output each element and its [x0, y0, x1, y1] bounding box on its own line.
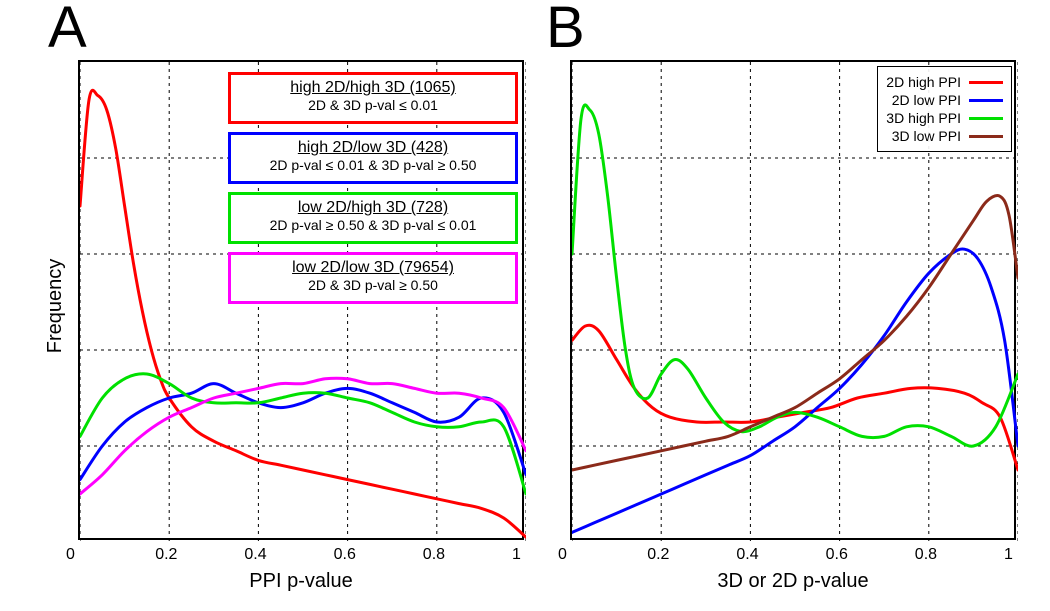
- legend-row-label: 3D low PPI: [892, 128, 961, 144]
- x-tick-label: 0.8: [423, 546, 445, 564]
- legend-box-title: high 2D/low 3D (428): [241, 139, 505, 157]
- x-tick-label: 0.6: [334, 546, 356, 564]
- legend-box-title: low 2D/high 3D (728): [241, 199, 505, 217]
- x-tick-label: 1: [1004, 546, 1013, 564]
- legend-row: 3D low PPI: [886, 127, 1003, 145]
- legend-row: 2D high PPI: [886, 73, 1003, 91]
- legend-box: low 2D/low 3D (79654)2D & 3D p-val ≥ 0.5…: [228, 252, 518, 304]
- series-line: [572, 325, 1018, 470]
- legend-box-title: high 2D/high 3D (1065): [241, 79, 505, 97]
- legend-swatch: [969, 81, 1003, 84]
- legend-box: low 2D/high 3D (728)2D p-val ≥ 0.50 & 3D…: [228, 192, 518, 244]
- x-tick-label: 0.4: [736, 546, 758, 564]
- x-tick-label: 0.2: [647, 546, 669, 564]
- panel-b-legend: 2D high PPI 2D low PPI 3D high PPI 3D low P…: [877, 66, 1012, 152]
- x-tick-label: 0.2: [155, 546, 177, 564]
- legend-box-subtitle: 2D & 3D p-val ≥ 0.50: [241, 277, 505, 293]
- legend-swatch: [969, 99, 1003, 102]
- legend-row-label: 2D high PPI: [886, 74, 961, 90]
- x-tick-label: 1: [512, 546, 521, 564]
- legend-swatch: [969, 117, 1003, 120]
- x-tick-label: 0: [66, 546, 75, 564]
- legend-box-title: low 2D/low 3D (79654): [241, 259, 505, 277]
- series-line: [572, 105, 1018, 446]
- x-tick-label: 0: [558, 546, 567, 564]
- legend-box: high 2D/high 3D (1065)2D & 3D p-val ≤ 0.…: [228, 72, 518, 124]
- legend-box-subtitle: 2D p-val ≥ 0.50 & 3D p-val ≤ 0.01: [241, 217, 505, 233]
- panel-b-x-axis-title: 3D or 2D p-value: [570, 570, 1016, 593]
- x-tick-label: 0.6: [826, 546, 848, 564]
- x-tick-label: 0.4: [244, 546, 266, 564]
- panel-a-label: A: [48, 0, 87, 61]
- legend-row-label: 2D low PPI: [892, 92, 961, 108]
- y-axis-title: Frequency: [44, 258, 67, 353]
- series-line: [80, 378, 526, 494]
- legend-box-subtitle: 2D p-val ≤ 0.01 & 3D p-val ≥ 0.50: [241, 157, 505, 173]
- x-tick-label: 0.8: [915, 546, 937, 564]
- legend-box: high 2D/low 3D (428)2D p-val ≤ 0.01 & 3D…: [228, 132, 518, 184]
- legend-row-label: 3D high PPI: [886, 110, 961, 126]
- figure-root: Frequency A B PPI p-value 3D or 2D p-val…: [0, 0, 1050, 611]
- legend-box-subtitle: 2D & 3D p-val ≤ 0.01: [241, 97, 505, 113]
- legend-row: 3D high PPI: [886, 109, 1003, 127]
- series-line: [572, 196, 1018, 470]
- legend-row: 2D low PPI: [886, 91, 1003, 109]
- legend-swatch: [969, 135, 1003, 138]
- panel-b-label: B: [546, 0, 585, 61]
- panel-a-x-axis-title: PPI p-value: [78, 570, 524, 593]
